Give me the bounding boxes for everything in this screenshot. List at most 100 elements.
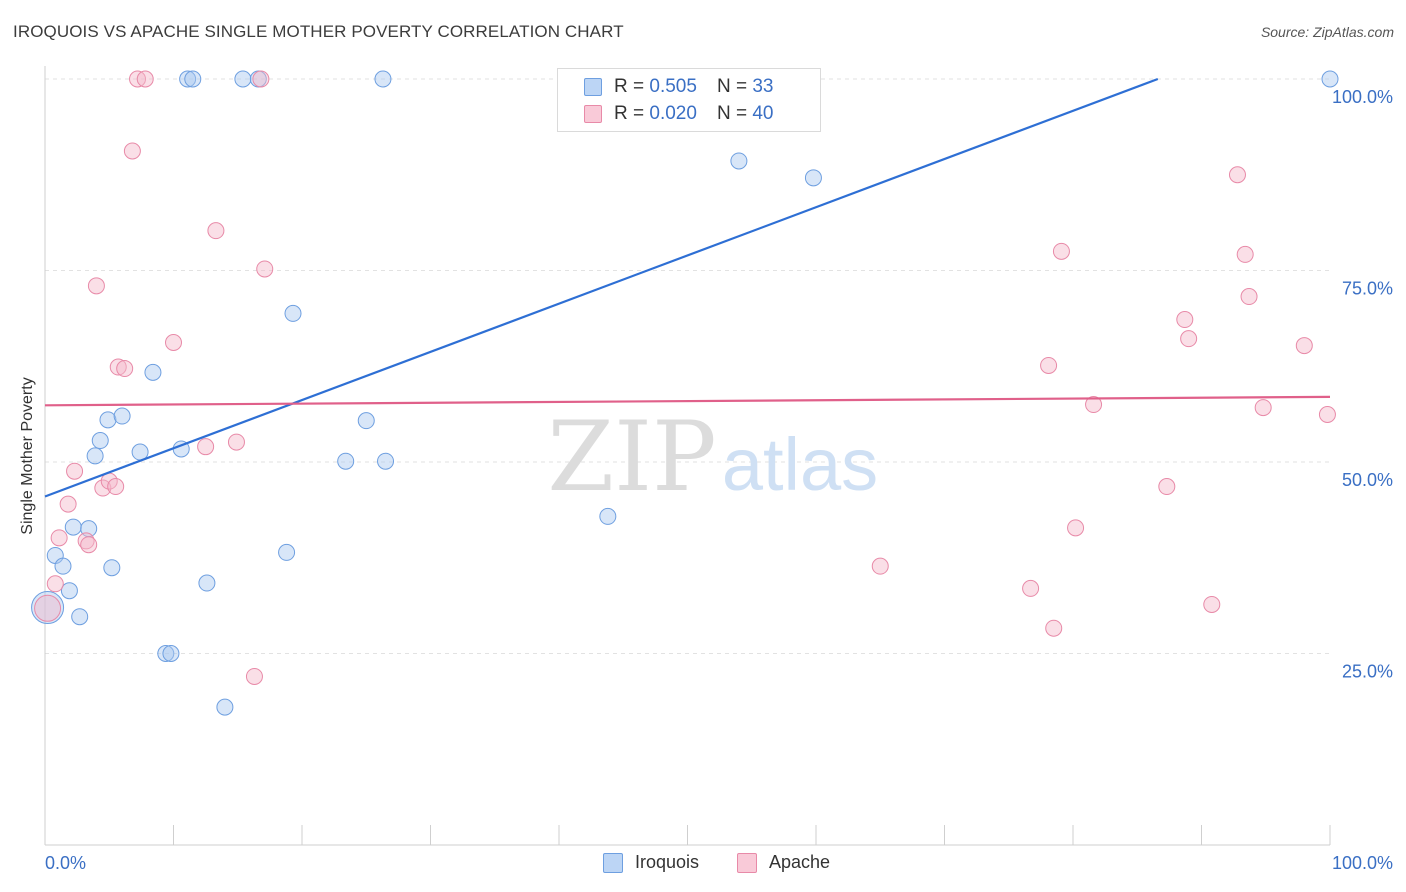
apache-point (94, 479, 112, 497)
apache-point (1158, 478, 1176, 496)
x-tick-label-min: 0.0% (45, 853, 86, 873)
apache-point (34, 594, 62, 622)
apache-point (245, 667, 263, 685)
apache-point (871, 557, 889, 575)
apache-point (1228, 166, 1246, 184)
apache-point (46, 575, 64, 593)
iroquois-point (730, 152, 748, 170)
legend-item-iroquois[interactable]: Iroquois (603, 852, 699, 873)
apache-point (207, 222, 225, 240)
series-iroquois (31, 70, 1339, 716)
apache-point (109, 358, 127, 376)
apache-point (1254, 399, 1272, 417)
apache-point (256, 260, 274, 278)
iroquois-point (184, 70, 202, 88)
iroquois-point (162, 645, 180, 662)
apache-point (1318, 406, 1336, 424)
iroquois-point (91, 432, 109, 450)
iroquois-point (64, 518, 82, 536)
iroquois-point (60, 582, 78, 600)
iroquois-point (337, 452, 355, 470)
apache-r-value: 0.020 (649, 103, 697, 124)
apache-n-label: N = (716, 103, 748, 124)
apache-point (1176, 311, 1194, 329)
apache-point (165, 334, 182, 352)
apache-point (227, 433, 245, 451)
apache-n-value: 40 (752, 103, 774, 124)
chart-title: IROQUOIS VS APACHE SINGLE MOTHER POVERTY… (13, 22, 624, 41)
iroquois-point (377, 452, 395, 470)
iroquois-point (374, 70, 392, 88)
grid-lines (45, 78, 1330, 654)
y-tick-label: 50.0% (1342, 470, 1393, 490)
apache-point (1052, 242, 1070, 260)
iroquois-point (1321, 70, 1339, 88)
iroquois-point (216, 698, 234, 716)
iroquois-r-value: 0.505 (649, 76, 697, 97)
iroquois-swatch (584, 78, 602, 96)
iroquois-point (278, 543, 296, 561)
apache-swatch (584, 105, 602, 123)
apache-point (80, 536, 98, 554)
iroquois-point (599, 507, 617, 525)
y-tick-label: 100.0% (1332, 87, 1393, 107)
iroquois-legend-swatch (603, 852, 623, 873)
apache-point (50, 529, 68, 547)
axes (44, 66, 1331, 846)
apache-point (87, 277, 105, 295)
apache-point (1295, 337, 1313, 355)
series-legend: Iroquois Apache (0, 852, 1406, 878)
apache-point (1236, 245, 1254, 263)
iroquois-point (234, 70, 252, 88)
apache-point (107, 478, 125, 496)
apache-point (136, 70, 154, 88)
apache-legend-label: Apache (769, 852, 831, 872)
y-tick-label: 75.0% (1342, 279, 1393, 299)
watermark-zip: ZIP (547, 401, 716, 513)
iroquois-point (71, 608, 89, 626)
stats-legend: R = 0.505 N = 33 R = 0.020 N = 40 (557, 68, 821, 132)
iroquois-point (284, 304, 302, 322)
apache-point (1022, 579, 1040, 597)
iroquois-r-label: R = (614, 76, 645, 97)
apache-point (1240, 288, 1258, 306)
apache-point (116, 360, 134, 378)
iroquois-n-label: N = (716, 76, 748, 97)
apache-trend-line (44, 395, 1331, 407)
apache-point (66, 462, 84, 480)
source-label: Source: ZipAtlas.com (1260, 24, 1394, 40)
apache-point (1085, 396, 1103, 414)
watermark-atlas: atlas (722, 423, 878, 506)
iroquois-legend-label: Iroquois (635, 852, 700, 872)
apache-point (197, 438, 215, 456)
iroquois-point (103, 559, 121, 577)
iroquois-point (357, 412, 375, 430)
iroquois-point (99, 411, 117, 429)
apache-point (1045, 619, 1063, 637)
iroquois-point (144, 363, 162, 381)
apache-point (1203, 595, 1221, 613)
legend-row-apache: R = 0.020 N = 40 (584, 102, 773, 126)
apache-point (1040, 356, 1058, 374)
apache-r-label: R = (614, 103, 645, 124)
apache-point (59, 495, 77, 513)
iroquois-n-value: 33 (752, 76, 774, 97)
iroquois-point (198, 574, 216, 592)
x-tick-label-max: 100.0% (1332, 853, 1393, 873)
iroquois-point (157, 645, 175, 662)
series-apache (34, 70, 1336, 685)
apache-legend-swatch (737, 852, 757, 873)
apache-point (252, 70, 270, 88)
iroquois-point (31, 591, 65, 625)
iroquois-point (54, 557, 72, 575)
apache-point (1067, 519, 1085, 537)
iroquois-trend-line (44, 77, 1159, 498)
legend-row-iroquois: R = 0.505 N = 33 (584, 75, 773, 99)
apache-point (123, 142, 141, 160)
watermark: ZIP atlas (547, 401, 878, 513)
apache-point (1180, 330, 1198, 348)
legend-item-apache[interactable]: Apache (737, 852, 830, 873)
iroquois-point (86, 447, 104, 465)
iroquois-point (804, 169, 822, 187)
